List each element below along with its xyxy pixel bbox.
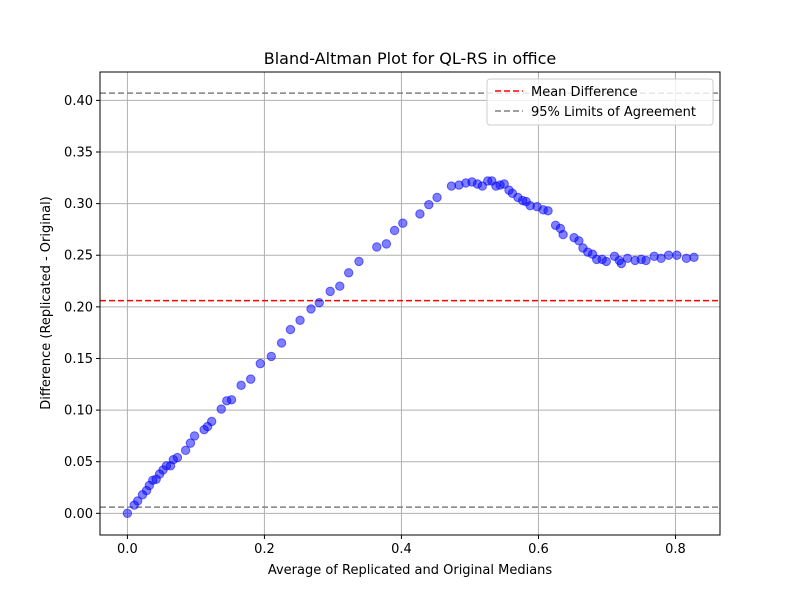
y-tick-label: 0.30 — [64, 197, 93, 212]
data-point — [236, 380, 246, 391]
y-tick-label: 0.05 — [64, 455, 93, 470]
y-tick-label: 0.35 — [64, 146, 93, 161]
data-point — [325, 286, 335, 297]
data-point — [641, 255, 651, 266]
y-tick-label: 0.25 — [64, 249, 93, 264]
x-tick-label: 0.6 — [528, 542, 549, 557]
data-point — [432, 192, 442, 203]
data-point — [132, 496, 143, 506]
data-point — [663, 250, 674, 260]
x-tick-label: 0.4 — [391, 542, 412, 557]
data-point — [672, 250, 682, 260]
legend: Mean Difference 95% Limits of Agreement — [486, 78, 714, 126]
y-tick-label: 0.00 — [64, 507, 93, 522]
data-point — [601, 256, 611, 267]
data-point — [381, 239, 392, 249]
y-axis-ticks: 0.00 0.05 0.10 0.15 0.20 0.25 0.30 0.35 0.40 — [64, 94, 100, 522]
chart-title: Bland-Altman Plot for QL-RS in office — [264, 49, 556, 68]
data-point — [172, 452, 183, 463]
y-tick-label: 0.15 — [64, 352, 93, 367]
data-point — [255, 358, 266, 369]
x-axis-ticks: 0.0 0.2 0.4 0.6 0.8 — [117, 535, 686, 557]
data-points — [122, 176, 699, 519]
data-point — [415, 209, 425, 219]
data-point — [306, 304, 316, 314]
x-tick-label: 0.8 — [665, 542, 686, 557]
legend-label-limits: 95% Limits of Agreement — [531, 105, 696, 120]
legend-label-mean: Mean Difference — [531, 85, 638, 100]
data-point — [335, 281, 345, 291]
data-point — [398, 218, 408, 228]
data-point — [681, 253, 692, 264]
y-tick-label: 0.40 — [64, 94, 93, 109]
data-point — [285, 324, 296, 335]
data-point — [689, 252, 699, 263]
data-point — [266, 351, 276, 362]
data-point — [226, 395, 237, 405]
data-point — [499, 179, 509, 189]
plot-frame — [99, 71, 721, 536]
y-tick-label: 0.10 — [64, 404, 93, 419]
data-point — [206, 416, 217, 427]
data-point — [185, 438, 196, 448]
data-point — [354, 256, 364, 267]
data-point — [246, 374, 256, 384]
data-point — [372, 242, 382, 252]
data-point — [616, 258, 627, 269]
data-point — [180, 445, 191, 456]
y-axis-label: Difference (Replicated - Original) — [39, 196, 54, 410]
data-point — [314, 298, 324, 308]
data-point — [295, 315, 305, 325]
x-tick-label: 0.2 — [254, 542, 275, 557]
data-point — [389, 225, 400, 236]
data-point — [543, 206, 553, 216]
data-point — [189, 431, 200, 441]
data-point — [446, 181, 457, 191]
data-point — [216, 404, 226, 414]
legend-box — [486, 78, 714, 126]
data-point — [343, 268, 354, 278]
x-axis-label: Average of Replicated and Original Media… — [268, 563, 553, 578]
data-point — [424, 199, 434, 210]
x-tick-label: 0.0 — [117, 542, 138, 557]
data-point — [574, 236, 584, 246]
y-tick-label: 0.20 — [64, 300, 93, 315]
data-point — [276, 338, 287, 348]
data-point — [558, 229, 568, 240]
data-point — [122, 508, 133, 519]
